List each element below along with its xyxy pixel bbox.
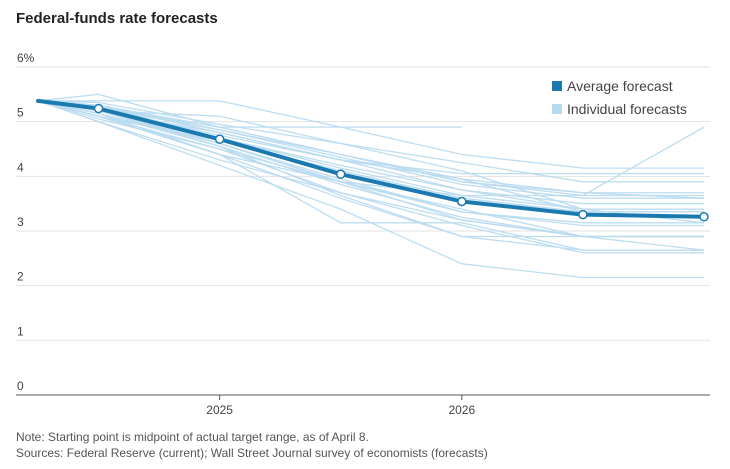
legend-swatch-average bbox=[552, 80, 562, 91]
y-tick-label-1: 1 bbox=[17, 324, 24, 338]
individual-forecast-line-21 bbox=[37, 100, 704, 224]
y-tick-label-0: 0 bbox=[17, 379, 24, 393]
x-axis: 2025 2026 bbox=[16, 394, 710, 417]
chart-note: Note: Starting point is midpoint of actu… bbox=[16, 430, 369, 444]
x-tick-label-2025: 2025 bbox=[206, 403, 233, 417]
individual-forecast-line-25 bbox=[37, 100, 704, 251]
y-tick-label-3: 3 bbox=[17, 215, 24, 229]
legend-swatch-individual bbox=[552, 103, 562, 114]
average-forecast-point-6 bbox=[699, 212, 709, 222]
y-tick-label-2: 2 bbox=[17, 270, 24, 284]
legend-label-individual: Individual forecasts bbox=[567, 100, 687, 117]
y-tick-label-5: 5 bbox=[17, 106, 24, 120]
average-forecast-point-4 bbox=[457, 196, 467, 207]
chart-title: Federal-funds rate forecasts bbox=[16, 10, 218, 27]
average-forecast-line bbox=[36, 98, 709, 222]
chart-sources: Sources: Federal Reserve (current); Wall… bbox=[16, 446, 488, 460]
x-tick-label-2026: 2026 bbox=[448, 403, 475, 417]
y-tick-label-6: 6% bbox=[17, 51, 35, 65]
average-forecast-point-1 bbox=[93, 103, 104, 114]
y-tick-label-4: 4 bbox=[17, 160, 24, 174]
legend-item-average: Average forecast bbox=[552, 74, 687, 97]
average-forecast-point-3 bbox=[335, 169, 346, 179]
average-forecast-point-2 bbox=[214, 134, 225, 144]
individual-forecast-line-16 bbox=[37, 100, 704, 183]
legend-label-average: Average forecast bbox=[567, 77, 673, 94]
legend: Average forecast Individual forecasts bbox=[552, 74, 687, 120]
average-forecast-point-5 bbox=[578, 209, 588, 220]
y-axis-labels: 0 1 2 3 4 5 6% bbox=[17, 51, 35, 393]
legend-item-individual: Individual forecasts bbox=[552, 97, 687, 120]
